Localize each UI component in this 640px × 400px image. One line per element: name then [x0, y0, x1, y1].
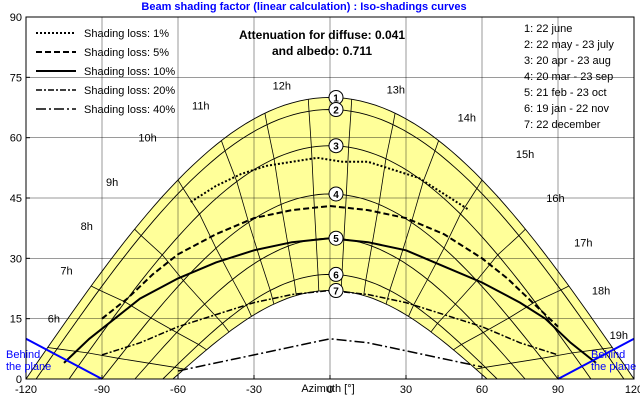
hour-line [90, 285, 207, 351]
date-legend-item: 1: 22 june [524, 23, 572, 35]
y-tick-label: 30 [10, 253, 22, 265]
y-tick-label: 45 [10, 193, 22, 205]
iso-curve-1% [190, 156, 470, 211]
chart-title: Beam shading factor (linear calculation)… [141, 1, 466, 13]
path-marker-label: 7 [333, 287, 339, 298]
attenuation-line-2: and albedo: 0.711 [272, 44, 372, 58]
hour-label: 7h [60, 265, 72, 277]
legend-label: Shading loss: 5% [84, 47, 169, 59]
hour-label: 11h [192, 101, 210, 113]
hour-label: 13h [387, 84, 405, 96]
x-tick-label: -60 [170, 384, 186, 396]
hour-label: 14h [458, 113, 476, 125]
y-axis-ticks: 0 15 30 45 60 75 90 [10, 12, 30, 386]
hour-label: 8h [81, 221, 93, 233]
hour-line [453, 285, 570, 351]
path-marker-label: 2 [333, 106, 339, 117]
path-marker-label: 3 [333, 142, 339, 153]
hour-line [47, 347, 185, 370]
hour-line [134, 228, 230, 333]
legend-label: Shading loss: 1% [84, 28, 169, 40]
x-axis-label: Azimuth [°] [301, 383, 354, 395]
legend-label: Shading loss: 40% [84, 104, 175, 116]
date-legend-item: 2: 22 may - 23 july [524, 39, 614, 51]
path-marker-label: 4 [333, 190, 339, 201]
x-tick-label: 120 [625, 384, 640, 396]
hour-line [221, 140, 275, 305]
path-marker-circle [328, 102, 344, 118]
date-legend-item: 7: 22 december [524, 119, 601, 131]
loss-legend: Shading loss: 1% Shading loss: 5% Shading … [36, 28, 175, 116]
path-marker-circle [328, 186, 344, 202]
path-marker-label: 1 [333, 93, 339, 104]
y-tick-label: 60 [10, 133, 22, 145]
legend-label: Shading loss: 20% [84, 85, 175, 97]
y-tick-label: 75 [10, 72, 22, 84]
iso-curve-5% [101, 204, 559, 328]
behind-plane-lines [25, 337, 635, 380]
behind-plane-line [557, 337, 635, 380]
x-tick-label: -120 [15, 384, 37, 396]
iso-curve-40% [177, 338, 483, 372]
hour-label: 16h [546, 193, 564, 205]
behind-plane-right: Behind the plane [591, 349, 636, 373]
path-marker-label: 6 [333, 270, 339, 281]
behind-label-left-2: the plane [6, 361, 51, 373]
attenuation-line-1: Attenuation for diffuse: 0.041 [239, 28, 405, 42]
hour-line [475, 347, 613, 370]
date-legend-item: 3: 20 apr - 23 aug [524, 55, 611, 67]
hour-line [408, 179, 483, 317]
y-tick-label: 15 [10, 314, 22, 326]
hour-label: 18h [592, 286, 610, 298]
x-tick-label: 90 [552, 384, 564, 396]
hour-line [307, 99, 320, 292]
x-tick-label: 30 [400, 384, 412, 396]
date-legend-item: 4: 20 mar - 23 sep [524, 71, 613, 83]
legend-label: Shading loss: 10% [84, 66, 175, 78]
hour-label: 17h [574, 237, 592, 249]
behind-label-right-1: Behind [591, 349, 625, 361]
hour-line [264, 113, 297, 296]
x-tick-label: 60 [476, 384, 488, 396]
x-tick-label: -90 [94, 384, 110, 396]
hour-label: 12h [273, 80, 291, 92]
behind-label-right-2: the plane [591, 361, 636, 373]
path-marker-circle [328, 138, 344, 154]
behind-plane-left: Behind the plane [6, 349, 51, 373]
date-legend-item: 6: 19 jan - 22 nov [524, 103, 610, 115]
y-tick-label: 90 [10, 12, 22, 24]
path-marker-circle [328, 283, 344, 299]
x-tick-label: 0 [327, 384, 333, 396]
hour-label: 15h [516, 149, 534, 161]
hour-labels: 6h 7h 8h 9h 10h 11h 12h 13h 14h 15h 16h 17h 18h 19h [48, 80, 628, 341]
attenuation-box: Attenuation for diffuse: 0.041 and albed… [239, 28, 405, 58]
hour-label: 10h [138, 133, 156, 145]
sun-path-markers: 1 2 3 4 5 6 7 [328, 89, 344, 299]
path-marker-label: 5 [333, 234, 339, 245]
y-tick-label: 0 [16, 374, 22, 386]
behind-label-left-1: Behind [6, 349, 40, 361]
hour-line [385, 140, 439, 305]
behind-plane-line [25, 337, 103, 380]
hour-label: 9h [106, 177, 118, 189]
hour-lines [47, 99, 613, 370]
hour-label: 19h [610, 330, 628, 342]
x-axis-ticks: -120 -90 -60 -30 0 30 60 90 120 [15, 375, 640, 396]
hour-line [363, 113, 396, 296]
hour-label: 6h [48, 314, 60, 326]
date-legend: 1: 22 june 2: 22 may - 23 july 3: 20 apr -… [524, 23, 614, 131]
path-marker-circle [328, 230, 344, 246]
date-legend-item: 5: 21 feb - 23 oct [524, 87, 607, 99]
x-tick-label: -30 [246, 384, 262, 396]
path-marker-circle [328, 266, 344, 282]
